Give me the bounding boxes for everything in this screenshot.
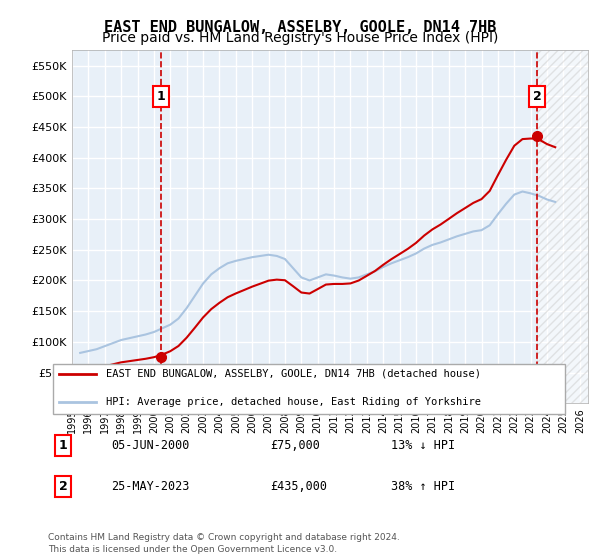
Text: This data is licensed under the Open Government Licence v3.0.: This data is licensed under the Open Gov… [48,544,337,554]
Text: 13% ↓ HPI: 13% ↓ HPI [391,439,455,452]
Text: 2: 2 [533,90,541,103]
Text: £75,000: £75,000 [270,439,320,452]
Bar [537,50,588,403]
Text: EAST END BUNGALOW, ASSELBY, GOOLE, DN14 7HB (detached house): EAST END BUNGALOW, ASSELBY, GOOLE, DN14 … [106,368,481,379]
Text: HPI: Average price, detached house, East Riding of Yorkshire: HPI: Average price, detached house, East… [106,396,481,407]
Text: 38% ↑ HPI: 38% ↑ HPI [391,480,455,493]
Text: EAST END BUNGALOW, ASSELBY, GOOLE, DN14 7HB: EAST END BUNGALOW, ASSELBY, GOOLE, DN14 … [104,20,496,35]
Text: 2: 2 [59,480,67,493]
Text: 25-MAY-2023: 25-MAY-2023 [112,480,190,493]
Text: 1: 1 [59,439,67,452]
Text: 1: 1 [157,90,166,103]
Text: 05-JUN-2000: 05-JUN-2000 [112,439,190,452]
Text: Contains HM Land Registry data © Crown copyright and database right 2024.: Contains HM Land Registry data © Crown c… [48,533,400,543]
FancyBboxPatch shape [53,364,565,414]
Text: £435,000: £435,000 [270,480,327,493]
Text: Price paid vs. HM Land Registry's House Price Index (HPI): Price paid vs. HM Land Registry's House … [102,31,498,45]
